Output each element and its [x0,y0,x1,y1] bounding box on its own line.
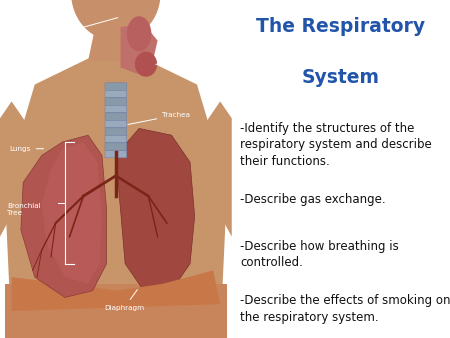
FancyBboxPatch shape [4,284,227,338]
FancyBboxPatch shape [105,128,127,135]
Text: Lungs: Lungs [9,146,44,152]
Text: Nasopharynx: Nasopharynx [12,18,118,44]
Ellipse shape [72,0,160,41]
Ellipse shape [135,52,157,76]
Text: -Describe how breathing is
controlled.: -Describe how breathing is controlled. [240,240,399,269]
Polygon shape [42,142,102,284]
Text: -Identify the structures of the
respiratory system and describe
their functions.: -Identify the structures of the respirat… [240,122,432,168]
FancyBboxPatch shape [105,136,127,143]
Text: Mouth: Mouth [156,61,199,67]
Text: -Describe gas exchange.: -Describe gas exchange. [240,193,386,206]
Text: -Describe the effects of smoking on
the respiratory system.: -Describe the effects of smoking on the … [240,294,450,323]
FancyBboxPatch shape [105,120,127,128]
FancyBboxPatch shape [105,98,127,105]
Polygon shape [21,135,107,297]
Text: The Respiratory: The Respiratory [256,17,425,36]
Polygon shape [88,17,144,61]
FancyBboxPatch shape [105,150,127,158]
FancyBboxPatch shape [105,113,127,120]
Text: Trachea: Trachea [128,112,190,124]
FancyBboxPatch shape [105,143,127,150]
Polygon shape [121,24,158,74]
Polygon shape [116,128,195,291]
Polygon shape [185,101,232,237]
Ellipse shape [127,17,151,51]
Polygon shape [4,51,227,338]
Text: Bronchial
Tree: Bronchial Tree [7,203,40,216]
Text: System: System [302,68,380,87]
FancyBboxPatch shape [105,90,127,98]
Text: Diaphragm: Diaphragm [104,290,144,311]
Polygon shape [0,101,46,237]
Polygon shape [12,270,220,311]
FancyBboxPatch shape [105,105,127,113]
FancyBboxPatch shape [105,83,127,90]
